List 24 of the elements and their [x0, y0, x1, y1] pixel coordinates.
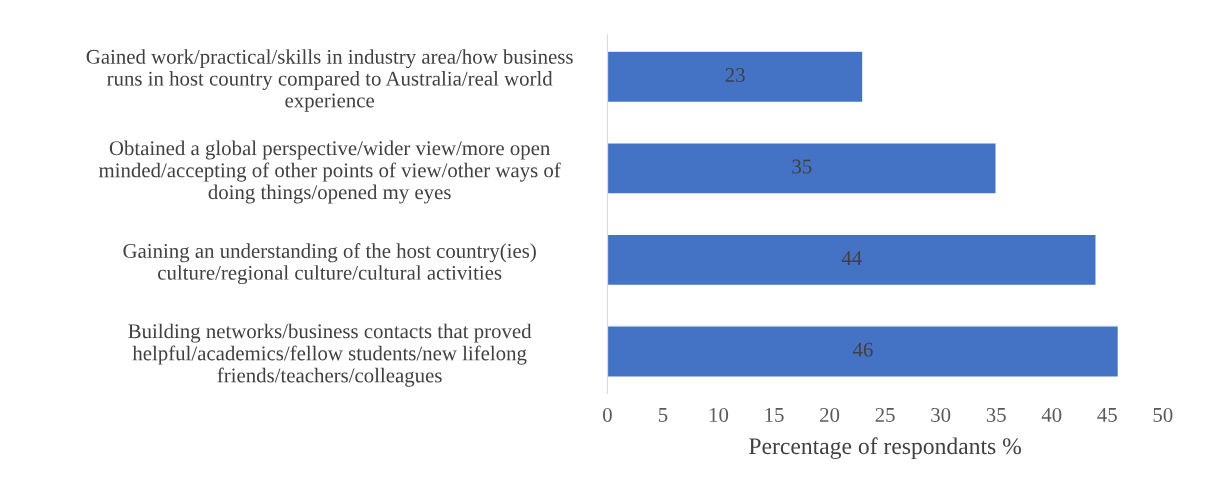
data-label: 23: [725, 68, 745, 83]
x-tick-label: 45: [1097, 408, 1117, 422]
x-tick-label: 20: [820, 407, 840, 422]
data-label: 35: [792, 159, 812, 174]
bar: [607, 233, 1097, 287]
bar: [607, 50, 864, 104]
data-label: 44: [841, 251, 862, 265]
y-tick-label: Obtained a global perspective/wider view/more open minded/accepting of other points of view/other ways of doing things/opened my eyes: [98, 140, 561, 204]
bar: [607, 142, 997, 195]
x-tick-label: 0: [603, 407, 612, 422]
x-axis-title: Percentage of respondants %: [749, 437, 1021, 460]
x-tick-label: 35: [986, 407, 1006, 422]
x-tick-label: 40: [1041, 407, 1062, 422]
x-tick-label: 25: [875, 407, 895, 422]
y-tick-label: Gaining an understanding of the host country(ies) culture/regional culture/cultural activities: [123, 243, 536, 285]
bar: [607, 325, 1120, 378]
y-tick-label: Building networks/business contacts that proved helpful/academics/fellow students/new lifelong friends/teachers/colleagues: [128, 323, 532, 387]
y-tick-label: Gained work/practical/skills in industry area/how business runs in host country compared to Australia/real world experience: [86, 49, 573, 112]
data-label: 46: [852, 342, 873, 357]
x-tick-label: 5: [658, 408, 668, 422]
x-tick-label: 50: [1153, 407, 1173, 422]
x-tick-label: 15: [765, 408, 784, 422]
x-tick-label: 30: [931, 407, 951, 422]
x-tick-label: 10: [709, 407, 729, 422]
